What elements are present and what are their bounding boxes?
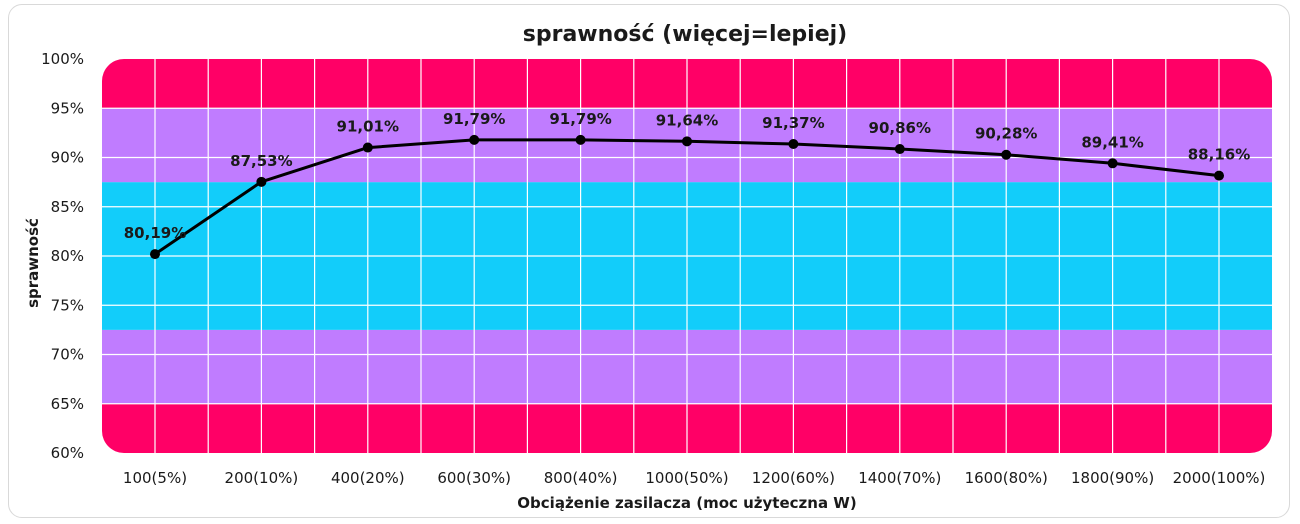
x-tick-label: 800(40%): [544, 469, 618, 487]
x-tick-label: 100(5%): [123, 469, 187, 487]
data-label: 90,28%: [975, 125, 1037, 143]
data-labels: 80,19% 87,53% 91,01% 91,79% 91,79% 91,64% 91,3…: [124, 110, 1250, 242]
x-tick-label: 1200(60%): [752, 469, 835, 487]
y-tick-label: 65%: [51, 395, 84, 413]
data-points: [150, 134, 1224, 260]
data-label: 90,86%: [869, 119, 931, 137]
y-tick-label: 75%: [51, 296, 84, 314]
data-label: 80,19%: [124, 224, 186, 242]
data-point: [256, 176, 267, 187]
data-point: [575, 134, 586, 145]
chart-title: sprawność (więcej=lepiej): [523, 22, 847, 47]
data-label: 91,79%: [443, 110, 505, 128]
x-tick-label: 2000(100%): [1173, 469, 1266, 487]
data-label: 91,37%: [762, 114, 824, 132]
y-axis-label: sprawność: [24, 218, 42, 308]
data-point: [1001, 149, 1012, 160]
x-tick-label: 1400(70%): [858, 469, 941, 487]
data-label: 91,01%: [337, 118, 399, 136]
data-point: [894, 144, 905, 155]
data-point: [150, 249, 160, 260]
data-point: [362, 142, 373, 153]
data-label: 88,16%: [1188, 146, 1250, 164]
y-tick-label: 60%: [51, 444, 84, 462]
gridlines: [102, 59, 1272, 453]
data-point: [469, 134, 480, 145]
data-label: 89,41%: [1081, 133, 1143, 151]
x-tick-label: 400(20%): [331, 469, 405, 487]
y-axis-ticks: 60% 65% 70% 75% 80% 85% 90% 95% 100%: [41, 50, 84, 462]
data-label: 91,64%: [656, 111, 718, 129]
data-point: [788, 139, 799, 150]
x-tick-label: 1000(50%): [645, 469, 728, 487]
y-tick-label: 85%: [51, 198, 84, 216]
data-label: 87,53%: [230, 152, 292, 170]
y-tick-label: 70%: [51, 346, 84, 364]
data-point: [1107, 158, 1118, 169]
x-axis-label: Obciążenie zasilacza (moc użyteczna W): [517, 494, 856, 512]
data-label: 91,79%: [549, 110, 611, 128]
data-point: [1214, 170, 1224, 181]
x-tick-label: 1600(80%): [965, 469, 1048, 487]
y-tick-label: 80%: [51, 247, 84, 265]
data-point: [682, 136, 692, 147]
y-tick-label: 90%: [51, 149, 84, 167]
x-axis-ticks: 100(5%) 200(10%) 400(20%) 600(30%) 800(40%) 1…: [123, 469, 1265, 487]
x-tick-label: 1800(90%): [1071, 469, 1154, 487]
x-tick-label: 600(30%): [437, 469, 511, 487]
y-tick-label: 95%: [51, 99, 84, 117]
y-tick-label: 100%: [41, 50, 84, 68]
x-tick-label: 200(10%): [225, 469, 299, 487]
